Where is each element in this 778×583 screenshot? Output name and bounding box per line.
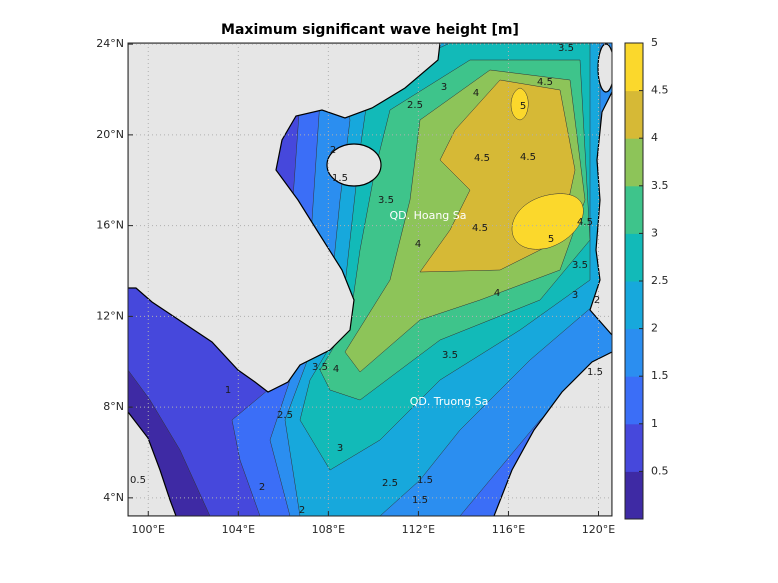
colorbar-band — [625, 328, 643, 377]
philippines — [589, 91, 612, 336]
contour-label: 3 — [572, 290, 578, 301]
colorbar-band — [625, 43, 643, 92]
y-tick-label: 24°N — [96, 37, 124, 50]
colorbar-band — [625, 138, 643, 187]
colorbar-tick-label: 3.5 — [651, 179, 669, 192]
colorbar-tick-label: 3 — [651, 226, 658, 239]
contour-label: 3.5 — [558, 43, 574, 54]
chart-title: Maximum significant wave height [m] — [221, 22, 519, 38]
colorbar-band — [625, 376, 643, 425]
hainan — [326, 143, 382, 187]
contour-label: 5 — [548, 234, 554, 245]
contour-label: 3 — [441, 82, 447, 93]
contour-label: 4.5 — [472, 223, 488, 234]
contour-label: 4 — [473, 88, 479, 99]
mainland — [128, 43, 441, 393]
x-tick-label: 108°E — [312, 523, 345, 536]
malay-peninsula — [128, 411, 177, 516]
y-tick-label: 4°N — [103, 491, 124, 504]
y-tick-label: 16°N — [96, 219, 124, 232]
land — [128, 43, 612, 516]
colorbar-band — [625, 471, 643, 520]
place-label: QD. Truong Sa — [410, 395, 489, 408]
contour-label: 1 — [225, 385, 231, 396]
x-tick-label: 100°E — [132, 523, 165, 536]
contour-band — [510, 87, 584, 250]
contour-label: 1.5 — [417, 475, 433, 486]
contour-label: 2.5 — [407, 100, 423, 111]
colorbar-tick-label: 2.5 — [651, 274, 669, 287]
contour-label: 2 — [594, 295, 600, 306]
borneo — [493, 351, 612, 516]
colorbar-band — [625, 185, 643, 234]
colorbar-tick-label: 5 — [651, 36, 658, 49]
colorbar: 0.5 1 1.5 2 2.5 3 3.5 4 4.5 5 — [624, 36, 669, 520]
contour-label: 2.5 — [277, 410, 293, 421]
contour-label: 4 — [333, 364, 339, 375]
contour-label: 1.5 — [412, 495, 428, 506]
colorbar-tick-label: 0.5 — [651, 464, 669, 477]
contour-label: 2.5 — [382, 478, 398, 489]
colorbar-band — [625, 90, 643, 139]
contour-label: 3.5 — [572, 260, 588, 271]
place-label: QD. Hoang Sa — [389, 209, 466, 222]
colorbar-tick-label: 1 — [651, 417, 658, 430]
axes-box — [127, 42, 613, 517]
colorbar-band — [625, 233, 643, 282]
colorbar-tick-label: 2 — [651, 322, 658, 335]
contour-label: 4 — [415, 239, 421, 250]
contour-label: 4.5 — [577, 217, 593, 228]
colorbar-tick-label: 4 — [651, 131, 658, 144]
contour-label: 4.5 — [537, 77, 553, 88]
colorbar-band — [625, 423, 643, 472]
contour-label: 0.5 — [130, 475, 146, 486]
colorbar-band — [625, 281, 643, 330]
contour-label: 4 — [494, 288, 500, 299]
x-tick-label: 116°E — [492, 523, 525, 536]
contour-label: 1.5 — [332, 173, 348, 184]
contour-label: 3 — [337, 443, 343, 454]
contour-label: 1.5 — [587, 367, 603, 378]
x-tick-label: 120°E — [582, 523, 615, 536]
contour-label: 4.5 — [474, 153, 490, 164]
y-tick-label: 8°N — [103, 400, 124, 413]
contour-labels: 5 4.5 4.5 4.5 4.5 5 4.5 4 4 4 3.5 3.5 3.5 4 3 3 3.5 2.5 2.… — [130, 43, 603, 516]
x-tick-label: 112°E — [402, 523, 435, 536]
y-tick-label: 20°N — [96, 128, 124, 141]
contour-label: 5 — [520, 101, 526, 112]
contour-label: 4.5 — [520, 152, 536, 163]
contour-label: 2 — [299, 505, 305, 516]
colorbar-tick-label: 4.5 — [651, 84, 669, 97]
grid — [128, 43, 612, 516]
y-tick-label: 12°N — [96, 309, 124, 322]
contour-label: 2 — [330, 145, 336, 156]
colorbar-tick-label: 1.5 — [651, 369, 669, 382]
contour-label: 3.5 — [442, 350, 458, 361]
contour-label: 3.5 — [312, 362, 328, 373]
x-tick-label: 104°E — [222, 523, 255, 536]
contour-label: 3.5 — [378, 195, 394, 206]
contour-label: 2 — [259, 482, 265, 493]
